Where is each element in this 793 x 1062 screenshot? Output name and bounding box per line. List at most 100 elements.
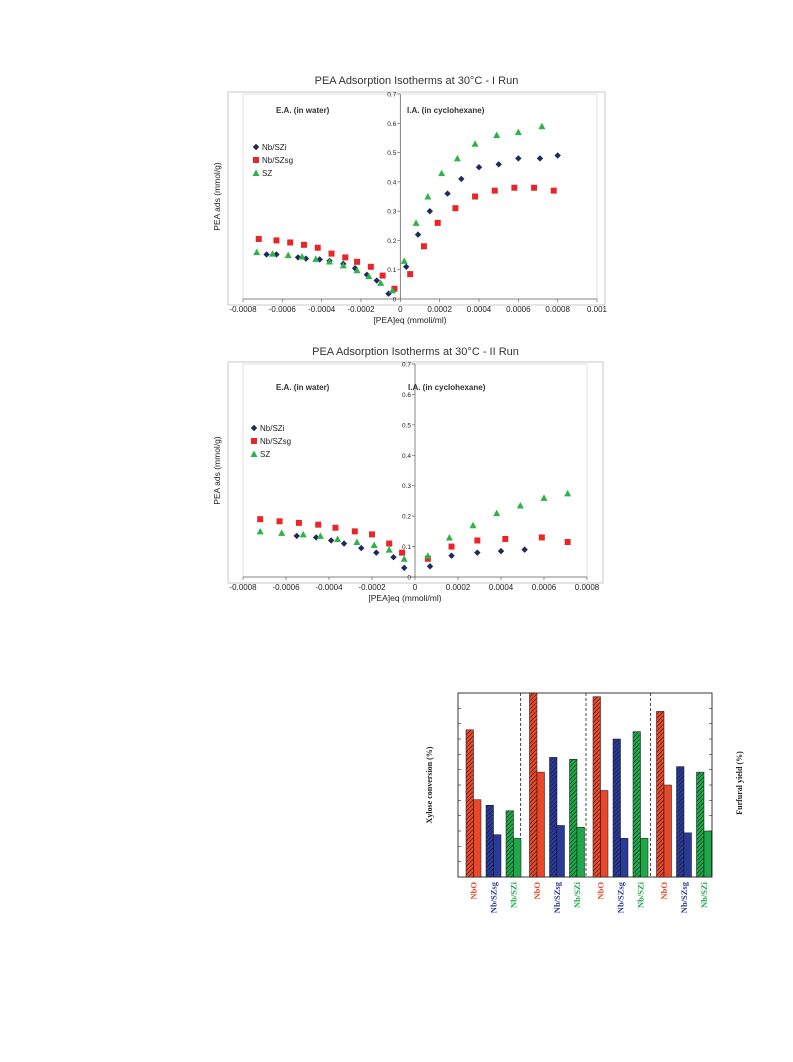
bar-xylose-conversion bbox=[612, 738, 621, 878]
chart-frame bbox=[227, 91, 606, 306]
y-axis-title: PEA ads (mmol/g) bbox=[212, 436, 222, 505]
data-point bbox=[497, 547, 505, 555]
legend-marker bbox=[250, 424, 258, 432]
data-point bbox=[326, 258, 334, 265]
x-tick-label: -0.0006 bbox=[272, 583, 300, 592]
data-point bbox=[420, 243, 427, 250]
y-tick-label: 0 bbox=[393, 297, 397, 304]
data-point bbox=[284, 251, 292, 259]
y-tick-label: 0.7 bbox=[387, 92, 396, 99]
data-point bbox=[358, 544, 365, 552]
data-point bbox=[373, 549, 380, 556]
x-tick-label: 0.0006 bbox=[506, 305, 531, 314]
x-tick-label: 0.0006 bbox=[532, 583, 557, 592]
data-point bbox=[316, 532, 324, 539]
data-point bbox=[531, 184, 538, 191]
data-point bbox=[386, 540, 393, 547]
x-tick-label: 0.0008 bbox=[575, 583, 600, 592]
scatter-chart-run-1: PEA Adsorption Isotherms at 30°C - I Run… bbox=[212, 75, 608, 325]
data-point bbox=[538, 534, 545, 541]
bar-furfural-yield bbox=[640, 838, 649, 878]
x-tick-label: -0.0004 bbox=[308, 305, 336, 314]
data-point bbox=[377, 279, 385, 286]
y-axis-title-left: Xylose conversion (%) bbox=[425, 746, 434, 823]
category-label: NbO bbox=[596, 882, 606, 900]
data-point bbox=[550, 187, 557, 194]
data-point bbox=[400, 555, 408, 562]
category-label: Nb/SZi bbox=[509, 881, 519, 908]
data-point bbox=[342, 254, 349, 261]
data-point bbox=[448, 543, 455, 550]
data-point bbox=[521, 546, 528, 553]
data-point bbox=[312, 255, 320, 262]
x-tick-label: -0.0004 bbox=[315, 583, 343, 592]
bar-chart-xylose-furfural: NbO Nb/SZsg Nb/SZi NbO Nb/SZsg Nb/SZi NbO Nb/SZ… bbox=[425, 692, 744, 913]
category-label: Nb/SZsg bbox=[616, 881, 626, 913]
x-tick-label: -0.0002 bbox=[358, 583, 386, 592]
y-tick-label: 0.1 bbox=[387, 267, 396, 274]
x-axis-title: [PEA]eq (mmoli/ml) bbox=[368, 593, 441, 603]
data-point bbox=[302, 255, 310, 262]
x-tick-label: 0.0002 bbox=[446, 583, 471, 592]
data-point bbox=[511, 184, 518, 191]
x-tick-label: 0 bbox=[413, 583, 418, 592]
data-point bbox=[412, 219, 420, 226]
data-point bbox=[453, 154, 461, 162]
data-point bbox=[273, 237, 280, 244]
category-label: Nb/SZsg bbox=[489, 881, 499, 913]
data-point bbox=[414, 231, 422, 238]
data-point bbox=[452, 205, 459, 212]
y-tick-label: 0.6 bbox=[387, 121, 396, 128]
data-point bbox=[424, 555, 431, 562]
data-point bbox=[314, 244, 321, 251]
legend-label: SZ bbox=[260, 450, 270, 459]
data-point bbox=[401, 564, 408, 572]
y-tick-label: 0.1 bbox=[402, 544, 411, 551]
bar-furfural-yield bbox=[536, 771, 545, 878]
x-tick-label: 0.0008 bbox=[545, 305, 570, 314]
data-point bbox=[475, 164, 483, 171]
data-point bbox=[263, 251, 270, 258]
bar-xylose-conversion bbox=[676, 766, 685, 878]
category-label: Nb/SZi bbox=[636, 881, 646, 908]
data-point bbox=[298, 253, 306, 260]
data-point bbox=[564, 489, 572, 497]
data-point bbox=[399, 549, 406, 556]
y-tick-label: 0.4 bbox=[402, 453, 411, 460]
y-tick-label: 0 bbox=[407, 575, 411, 582]
data-point bbox=[400, 257, 408, 264]
data-point bbox=[502, 535, 509, 542]
data-point bbox=[379, 272, 386, 279]
legend-marker bbox=[252, 169, 260, 176]
x-tick-label: 0.0004 bbox=[489, 583, 514, 592]
data-point bbox=[448, 552, 455, 559]
data-point bbox=[445, 533, 453, 541]
data-point bbox=[426, 207, 434, 215]
y-axis-title-right: Furfural yield (%) bbox=[735, 751, 744, 815]
data-point bbox=[312, 534, 320, 541]
annotation-ea: E.A. (in water) bbox=[276, 106, 330, 115]
x-tick-label: 0 bbox=[398, 305, 403, 314]
data-point bbox=[469, 521, 477, 529]
legend-label: Nb/SZi bbox=[260, 424, 285, 433]
bar-furfural-yield bbox=[473, 799, 482, 878]
x-tick-label: -0.0006 bbox=[269, 305, 297, 314]
legend-label: Nb/SZsg bbox=[262, 156, 293, 165]
bar-furfural-yield bbox=[703, 830, 712, 878]
category-label: Nb/SZi bbox=[699, 881, 709, 908]
data-point bbox=[373, 277, 380, 284]
legend-marker bbox=[250, 450, 258, 457]
data-point bbox=[391, 285, 398, 292]
data-point bbox=[295, 519, 302, 526]
data-point bbox=[370, 541, 378, 549]
data-point bbox=[340, 540, 348, 547]
x-tick-label: -0.0002 bbox=[347, 305, 375, 314]
y-tick-label: 0.5 bbox=[402, 422, 411, 429]
x-tick-label: 0.0002 bbox=[427, 305, 452, 314]
bar-furfural-yield bbox=[513, 838, 522, 878]
data-point bbox=[491, 187, 498, 194]
data-point bbox=[353, 266, 361, 274]
bar-xylose-conversion bbox=[505, 810, 514, 878]
data-point bbox=[328, 250, 335, 257]
y-tick-label: 0.7 bbox=[402, 362, 411, 369]
